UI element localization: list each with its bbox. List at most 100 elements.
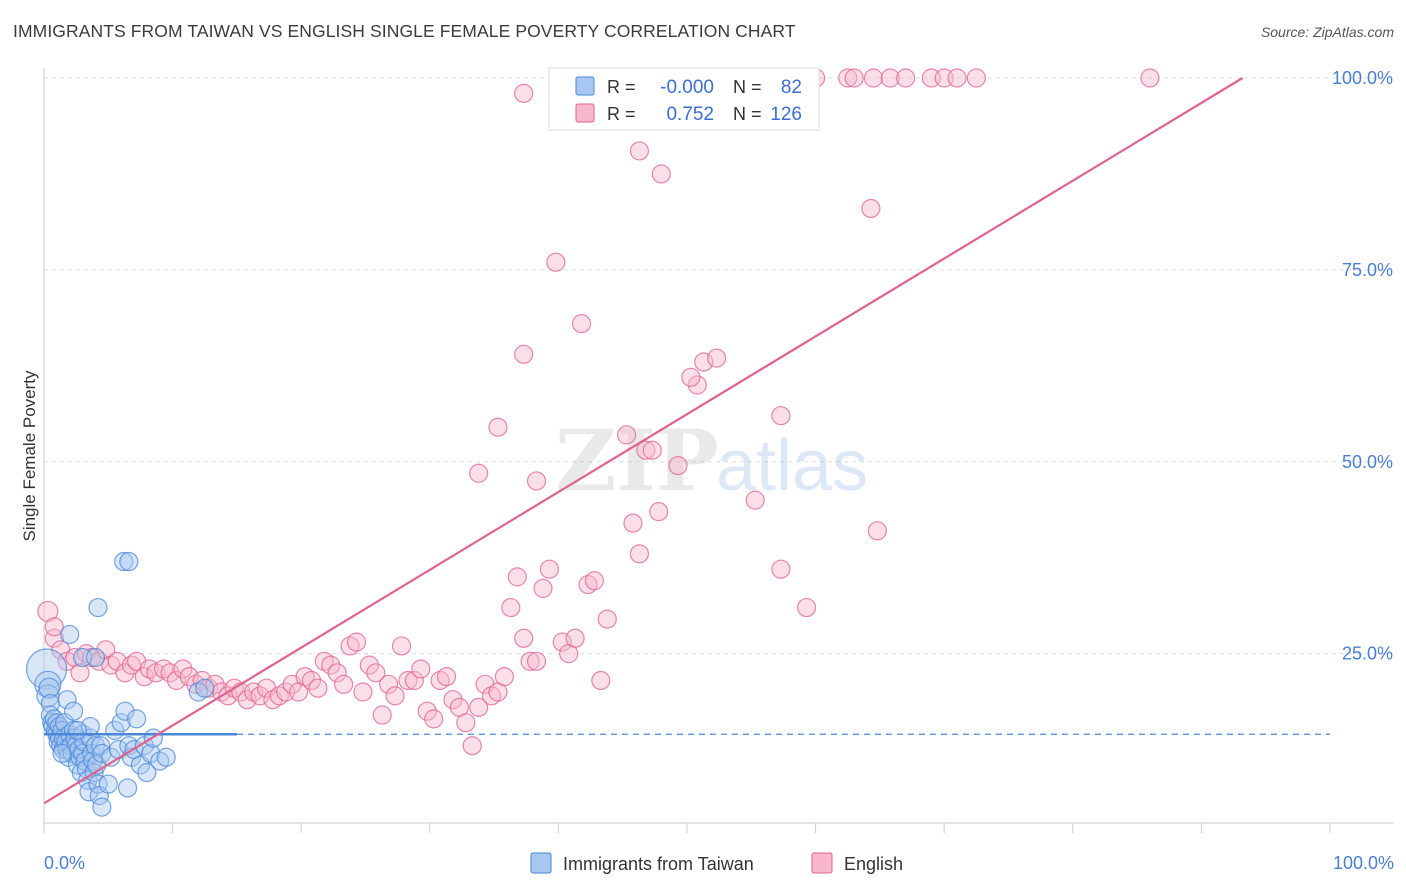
english-point — [1140, 68, 1160, 88]
stats-n-value-english: 126 — [770, 104, 802, 125]
source-credit: Source: ZipAtlas.com — [1260, 24, 1394, 40]
english-point — [514, 628, 534, 648]
english-point — [462, 736, 482, 756]
english-point — [179, 667, 199, 687]
english-point — [694, 352, 714, 372]
english-point — [417, 701, 437, 721]
english-point — [346, 632, 367, 652]
y-axis-tick-labels: 25.0% 50.0% 75.0% 100.0% — [1332, 68, 1393, 664]
english-point — [205, 674, 225, 694]
english-point — [838, 68, 858, 88]
taiwan-point — [38, 677, 60, 699]
y-tick-label-100: 100.0% — [1332, 68, 1393, 88]
english-point — [947, 68, 967, 88]
english-point — [353, 682, 373, 702]
english-point — [796, 597, 817, 618]
legend-swatch-english — [811, 852, 833, 874]
english-point — [379, 674, 399, 694]
english-point — [649, 502, 669, 522]
english-point — [546, 252, 566, 272]
y-tick-label-75: 75.0% — [1342, 260, 1393, 280]
english-point — [366, 663, 386, 683]
stats-n-value-taiwan: 82 — [781, 77, 802, 98]
taiwan-point — [115, 701, 135, 721]
english-point — [642, 440, 662, 460]
english-point — [237, 690, 257, 710]
english-point — [250, 686, 270, 706]
english-point — [70, 663, 90, 683]
english-point — [166, 670, 187, 691]
bottom-legend: Immigrants from Taiwan English — [530, 852, 903, 874]
english-point — [37, 600, 59, 623]
english-point — [160, 663, 180, 683]
english-point — [391, 636, 412, 656]
taiwan-point — [80, 716, 100, 737]
trend-lines — [43, 77, 1330, 805]
english-point — [308, 678, 328, 698]
english-point — [218, 686, 238, 706]
english-point — [96, 640, 116, 660]
english-point — [398, 670, 418, 691]
legend-label-english: English — [844, 854, 903, 874]
taiwan-point — [92, 797, 112, 817]
english-point — [597, 609, 617, 629]
english-point — [44, 617, 64, 637]
taiwan-point — [85, 736, 106, 756]
english-point — [443, 690, 463, 710]
english-point — [867, 521, 887, 541]
english-point — [591, 670, 611, 691]
english-point — [533, 578, 553, 598]
english-point — [372, 705, 392, 725]
english-point — [327, 663, 347, 683]
english-point — [539, 559, 559, 579]
taiwan-point — [119, 551, 139, 572]
english-point — [771, 406, 791, 426]
english-point — [411, 659, 431, 679]
taiwan-point — [52, 743, 72, 764]
english-point — [584, 571, 605, 591]
english-point — [863, 68, 884, 88]
chart-title: IMMIGRANTS FROM TAIWAN VS ENGLISH SINGLE… — [13, 21, 796, 41]
english-point — [501, 597, 521, 618]
english-point — [121, 655, 142, 675]
english-point — [681, 367, 701, 387]
stats-r-label-taiwan: R = — [607, 77, 636, 97]
taiwan-point — [63, 701, 84, 721]
english-point — [469, 697, 489, 717]
english-point — [651, 164, 671, 184]
english-point — [385, 686, 405, 706]
x-tick-label-max: 100.0% — [1333, 853, 1394, 873]
stats-legend: R = -0.000 N = 82 R = 0.752 N = 126 — [548, 67, 820, 131]
english-point — [507, 567, 527, 587]
x-tick-label-min: 0.0% — [44, 853, 85, 873]
english-point — [359, 655, 379, 675]
series-taiwan-points — [25, 551, 215, 817]
english-point — [526, 471, 547, 491]
english-point — [771, 559, 791, 579]
english-point — [552, 632, 572, 652]
english-point — [514, 344, 534, 364]
english-point — [966, 68, 986, 88]
english-point — [334, 674, 354, 694]
english-point — [115, 663, 135, 683]
english-point — [896, 68, 916, 88]
english-point — [526, 651, 547, 671]
english-point — [488, 417, 508, 437]
english-point — [668, 455, 688, 476]
english-point — [44, 628, 64, 648]
english-point — [424, 709, 444, 729]
english-point — [623, 513, 643, 533]
english-point — [494, 667, 514, 687]
english-point — [861, 198, 881, 219]
english-point — [880, 68, 900, 88]
watermark-atlas: atlas — [716, 426, 868, 506]
taiwan-point — [57, 690, 77, 710]
english-point — [745, 490, 765, 510]
taiwan-point — [60, 624, 80, 645]
stats-swatch-taiwan — [575, 76, 595, 96]
english-point — [469, 463, 489, 483]
legend-label-taiwan: Immigrants from Taiwan — [563, 854, 754, 874]
english-point — [636, 440, 656, 460]
english-point — [571, 314, 592, 334]
